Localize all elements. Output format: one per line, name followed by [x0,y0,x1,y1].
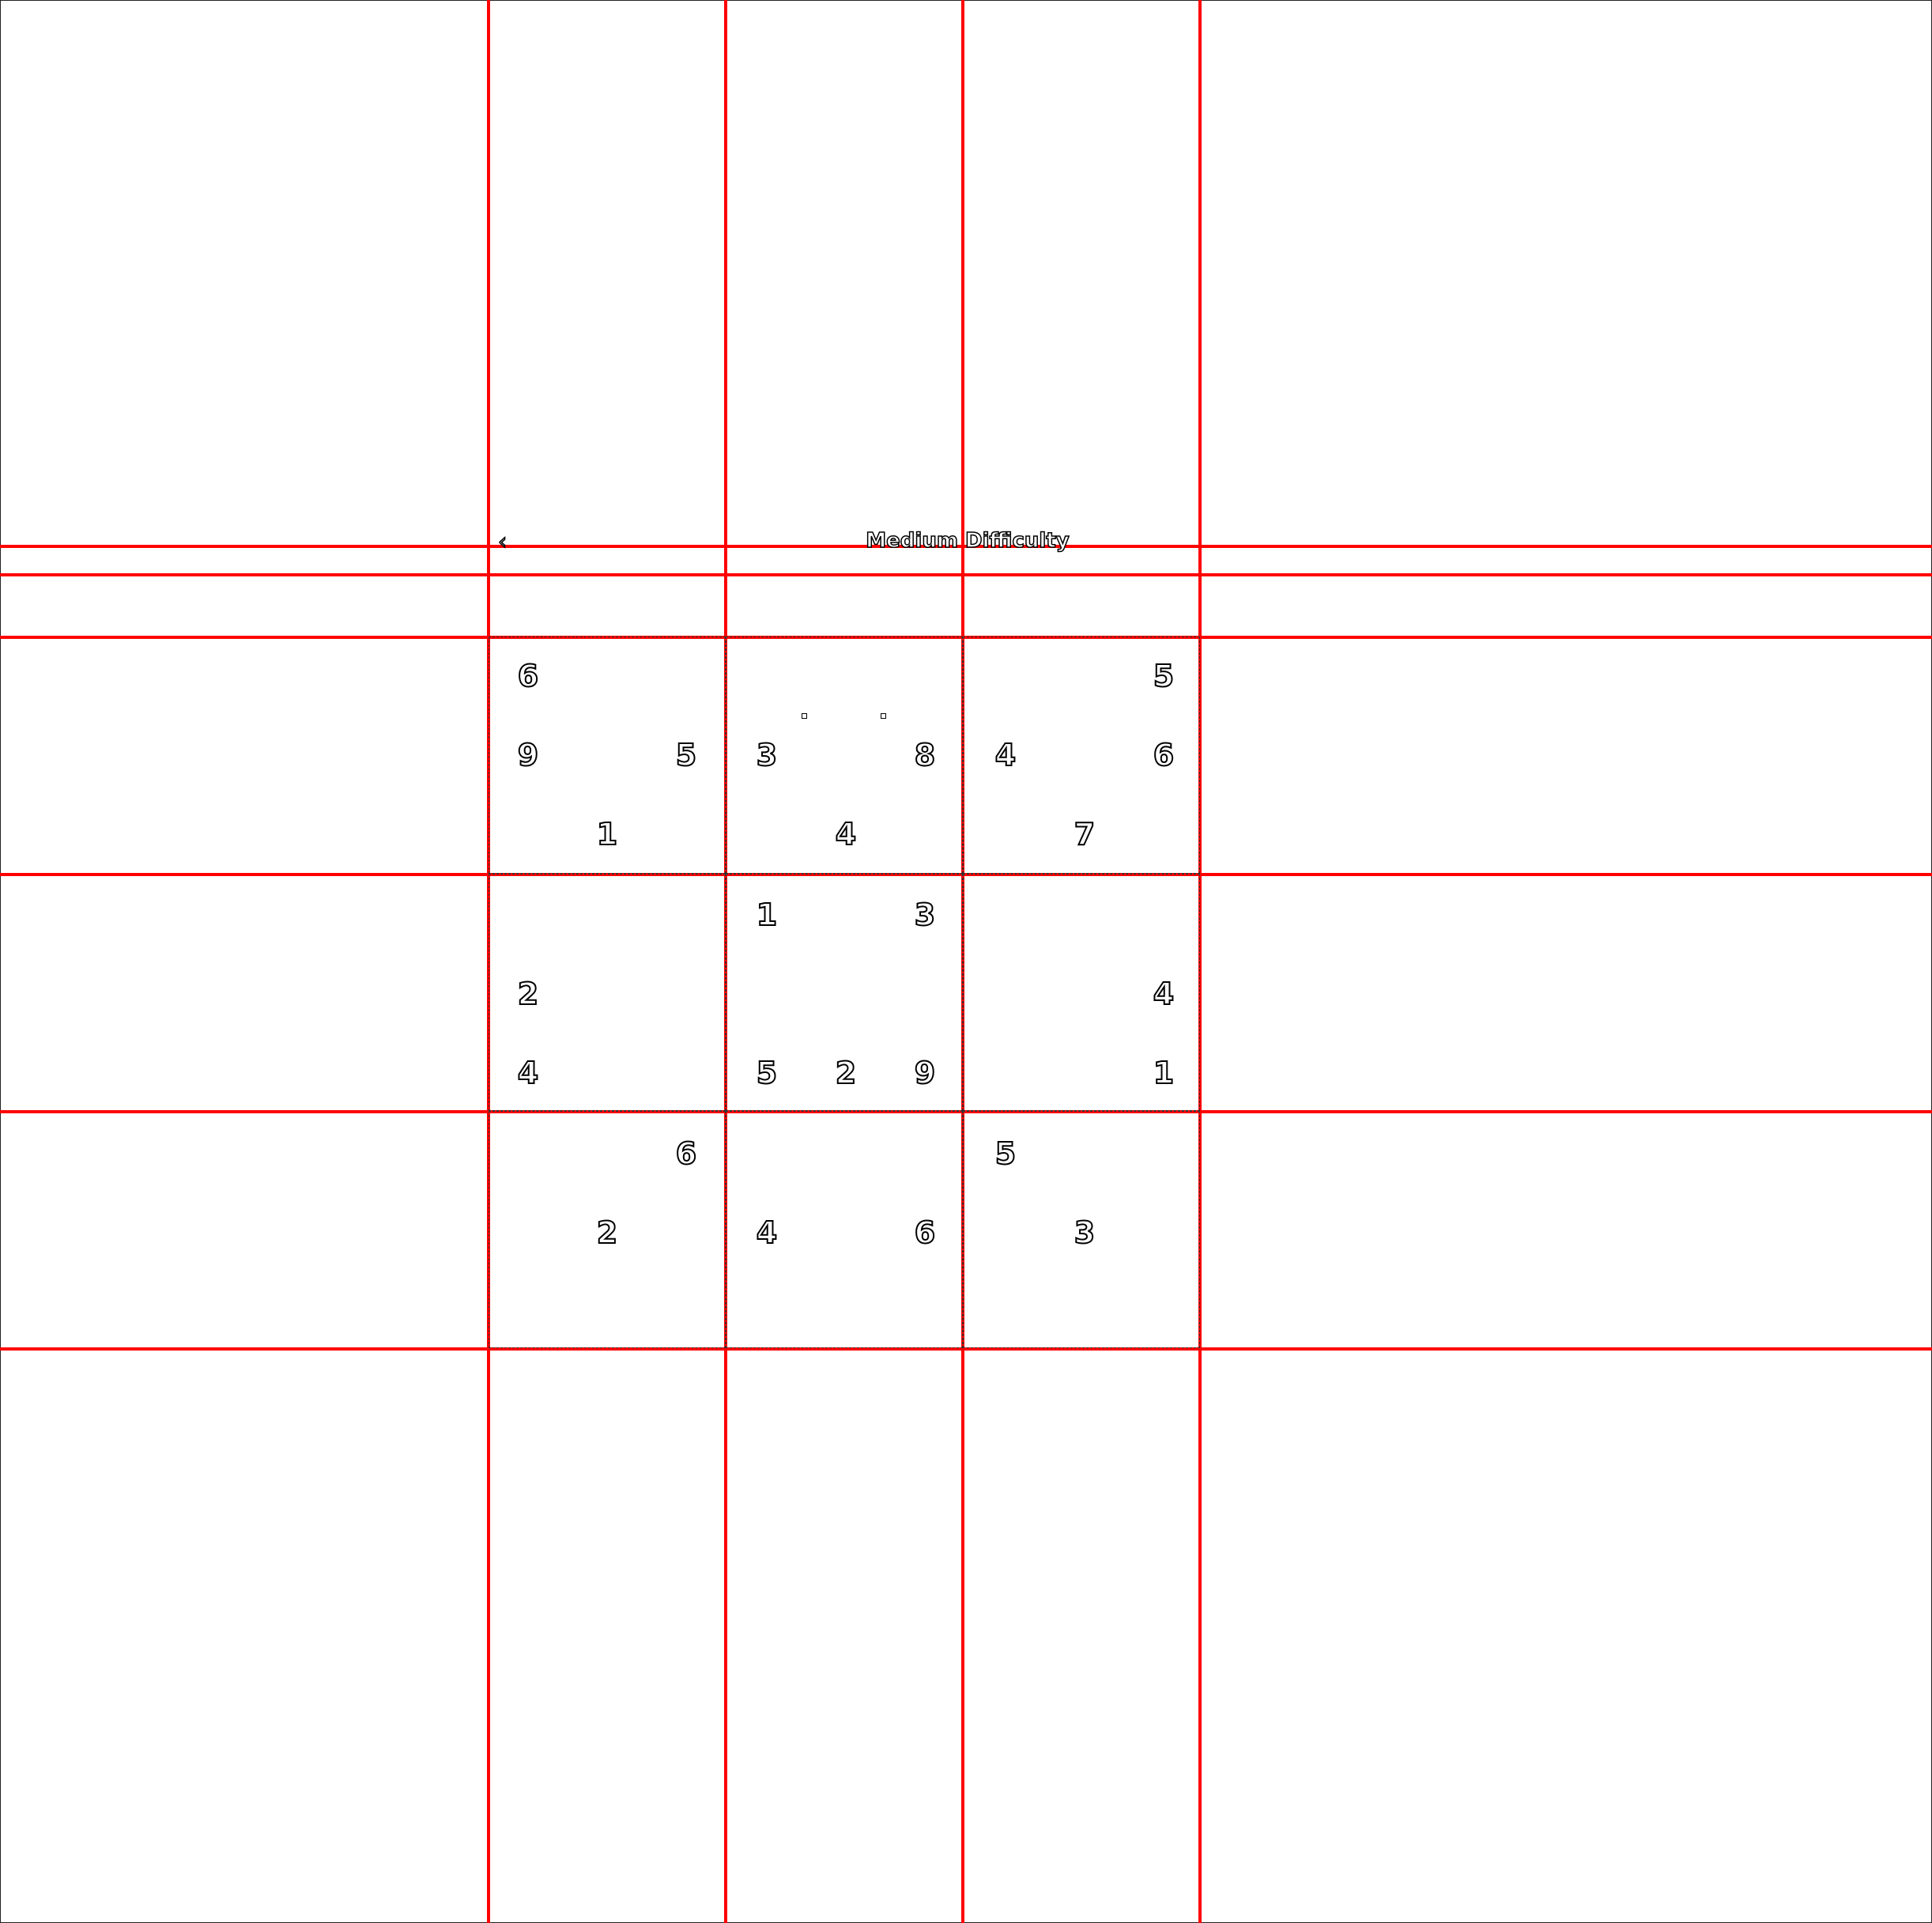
sudoku-cell[interactable] [1124,1272,1203,1351]
sudoku-cell[interactable]: 4 [517,1055,539,1091]
sudoku-cell[interactable] [1045,1272,1124,1351]
sudoku-cell[interactable] [568,637,647,716]
sudoku-cell[interactable] [885,795,964,874]
sudoku-cell[interactable] [727,637,806,716]
sudoku-cell[interactable] [806,1114,885,1193]
sudoku-box [489,874,726,1111]
sudoku-cell[interactable]: 6 [1153,737,1175,773]
sudoku-box [489,1111,726,1348]
sudoku-cell[interactable]: 1 [756,897,778,933]
guide-line [487,0,490,1923]
sudoku-cell[interactable]: 9 [517,737,539,773]
sudoku-box [489,637,726,874]
sudoku-cell[interactable] [806,1272,885,1351]
sudoku-cell[interactable] [1124,795,1203,874]
sudoku-cell[interactable]: 4 [756,1215,778,1251]
sudoku-box [726,874,963,1111]
guide-line [0,545,1932,548]
sudoku-cell[interactable]: 5 [1153,658,1175,694]
sudoku-cell[interactable] [966,1193,1045,1272]
sudoku-box [963,874,1200,1111]
sudoku-cell[interactable]: 6 [675,1135,697,1172]
sudoku-cell[interactable] [489,1193,568,1272]
sudoku-cell[interactable]: 3 [1074,1215,1096,1251]
sudoku-cell[interactable]: 2 [835,1055,857,1091]
sudoku-cell[interactable] [647,795,726,874]
sudoku-cell[interactable] [1045,716,1124,795]
sudoku-cell[interactable] [885,637,964,716]
sudoku-cell[interactable] [568,1272,647,1351]
sudoku-cell[interactable] [806,875,885,954]
marker-dot [802,713,807,719]
sudoku-cell[interactable]: 2 [596,1215,618,1251]
guide-line [0,1347,1932,1351]
page-title: Medium Difficulty [866,528,1070,553]
sudoku-cell[interactable]: 1 [596,816,618,852]
sudoku-cell[interactable] [966,954,1045,1033]
sudoku-cell[interactable] [885,954,964,1033]
sudoku-cell[interactable]: 4 [835,816,857,852]
sudoku-cell[interactable] [647,1272,726,1351]
sudoku-cell[interactable]: 4 [994,737,1017,773]
sudoku-cell[interactable] [966,637,1045,716]
sudoku-cell[interactable] [1124,1193,1203,1272]
sudoku-cell[interactable] [727,954,806,1033]
sudoku-box [726,1111,963,1348]
sudoku-cell[interactable]: 3 [756,737,778,773]
sudoku-cell[interactable] [1045,875,1124,954]
sudoku-cell[interactable] [966,1272,1045,1351]
sudoku-cell[interactable] [568,875,647,954]
sudoku-cell[interactable] [727,1272,806,1351]
sudoku-cell[interactable] [727,795,806,874]
sudoku-cell[interactable]: 5 [756,1055,778,1091]
sudoku-cell[interactable] [885,1272,964,1351]
sudoku-box [963,637,1200,874]
sudoku-cell[interactable] [489,795,568,874]
sudoku-cell[interactable]: 5 [994,1135,1017,1172]
sudoku-cell[interactable] [647,954,726,1033]
sudoku-cell[interactable]: 9 [914,1055,936,1091]
sudoku-cell[interactable]: 1 [1153,1055,1175,1091]
sudoku-cell[interactable] [647,1033,726,1113]
sudoku-cell[interactable] [568,954,647,1033]
sudoku-cell[interactable]: 2 [517,976,539,1012]
sudoku-cell[interactable]: 4 [1153,976,1175,1012]
back-arrow-icon[interactable]: ‹ [497,528,508,554]
sudoku-cell[interactable] [806,1193,885,1272]
sudoku-cell[interactable] [568,1033,647,1113]
sudoku-cell[interactable]: 5 [675,737,697,773]
marker-dot [881,713,886,719]
sudoku-cell[interactable] [1045,954,1124,1033]
sudoku-cell[interactable] [1045,1114,1124,1193]
sudoku-cell[interactable] [489,1272,568,1351]
sudoku-cell[interactable] [1124,875,1203,954]
sudoku-cell[interactable] [727,1114,806,1193]
sudoku-box [963,1111,1200,1348]
sudoku-cell[interactable] [647,1193,726,1272]
sudoku-cell[interactable] [966,795,1045,874]
sudoku-cell[interactable]: 8 [914,737,936,773]
sudoku-cell[interactable] [966,875,1045,954]
sudoku-cell[interactable]: 3 [914,897,936,933]
sudoku-cell[interactable] [568,716,647,795]
sudoku-cell[interactable] [966,1033,1045,1113]
sudoku-cell[interactable] [647,875,726,954]
sudoku-cell[interactable]: 7 [1074,816,1096,852]
sudoku-cell[interactable] [1045,1033,1124,1113]
sudoku-cell[interactable] [1045,637,1124,716]
sudoku-cell[interactable]: 6 [517,658,539,694]
sudoku-cell[interactable] [885,1114,964,1193]
sudoku-cell[interactable] [1124,1114,1203,1193]
sudoku-cell[interactable] [806,637,885,716]
sudoku-cell[interactable] [489,875,568,954]
sudoku-cell[interactable]: 6 [914,1215,936,1251]
sudoku-cell[interactable] [806,716,885,795]
sudoku-box [726,637,963,874]
sudoku-cell[interactable] [489,1114,568,1193]
sudoku-cell[interactable] [568,1114,647,1193]
sudoku-cell[interactable] [806,954,885,1033]
guide-line [0,573,1932,576]
sudoku-cell[interactable] [647,637,726,716]
